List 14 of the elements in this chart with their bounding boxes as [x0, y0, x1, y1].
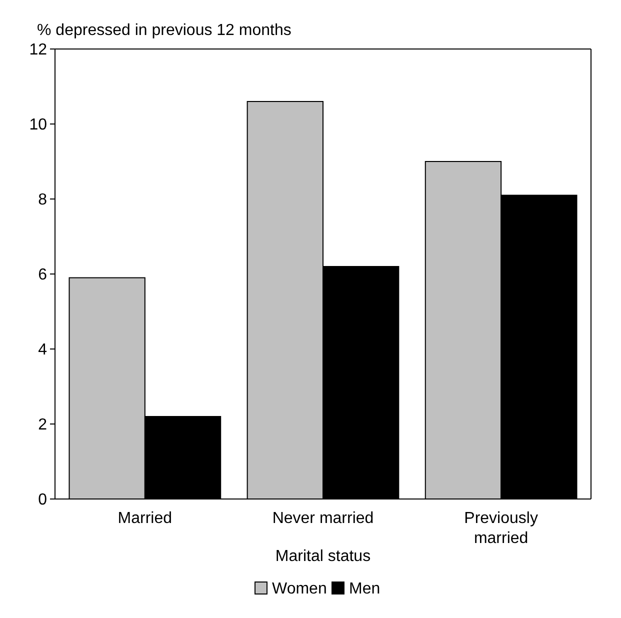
y-tick-label: 0 [38, 492, 48, 509]
y-tick-label: 8 [38, 192, 48, 209]
x-axis-title: Marital status [275, 548, 371, 565]
legend-label: Women [272, 580, 327, 598]
x-tick-label: Never married [272, 510, 374, 527]
x-tick-label: Married [118, 510, 172, 527]
legend-label: Men [349, 580, 380, 598]
y-tick-label: 2 [38, 416, 48, 434]
y-tick-label: 12 [29, 42, 48, 59]
y-tick-label: 4 [38, 342, 48, 359]
y-tick-label: 10 [29, 116, 48, 134]
x-tick-label: Previously married [464, 510, 538, 547]
y-axis-title: % depressed in previous 12 months [37, 22, 292, 39]
y-tick-label: 6 [38, 266, 48, 284]
